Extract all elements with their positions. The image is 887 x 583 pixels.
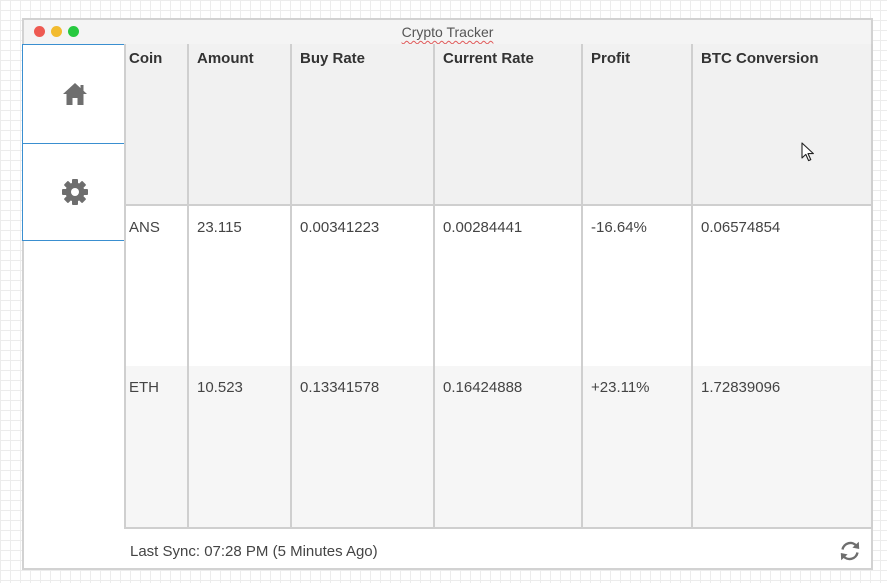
column-divider[interactable] — [433, 44, 435, 529]
mouse-pointer-icon — [801, 142, 814, 162]
minimize-window-button[interactable] — [51, 26, 62, 37]
cell-coin: ETH — [129, 379, 159, 396]
maximize-window-button[interactable] — [68, 26, 79, 37]
column-divider[interactable] — [691, 44, 693, 529]
column-header-amount[interactable]: Amount — [197, 50, 254, 67]
cell-amount: 23.115 — [197, 219, 242, 236]
column-header-buy-rate[interactable]: Buy Rate — [300, 50, 366, 67]
column-header-profit[interactable]: Profit — [591, 50, 631, 67]
table-header-row: Coin Amount Buy Rate Current Rate Profit… — [124, 44, 873, 206]
cell-amount: 10.523 — [197, 379, 243, 396]
close-window-button[interactable] — [34, 26, 45, 37]
column-divider — [871, 44, 873, 529]
cell-profit: +23.11% — [591, 379, 650, 396]
window-title: Crypto Tracker — [401, 24, 494, 40]
column-divider[interactable] — [290, 44, 292, 529]
sidebar-item-home[interactable] — [22, 44, 126, 143]
column-header-btc-conversion[interactable]: BTC Conversion — [701, 50, 819, 67]
cell-current-rate: 0.00284441 — [443, 219, 523, 236]
crypto-table: Coin Amount Buy Rate Current Rate Profit… — [124, 44, 873, 529]
column-divider — [124, 44, 126, 529]
cell-btc-conversion: 0.06574854 — [701, 219, 781, 236]
title-bar: Crypto Tracker — [24, 20, 871, 45]
table-row[interactable]: ETH 10.523 0.13341578 0.16424888 +23.11%… — [124, 366, 873, 529]
cell-buy-rate: 0.13341578 — [300, 379, 380, 396]
column-header-coin[interactable]: Coin — [129, 50, 163, 67]
column-divider[interactable] — [581, 44, 583, 529]
cell-profit: -16.64% — [591, 219, 647, 236]
column-header-current-rate[interactable]: Current Rate — [443, 50, 534, 67]
cell-buy-rate: 0.00341223 — [300, 219, 380, 236]
app-window: Crypto Tracker Coin A — [22, 18, 873, 570]
status-bar: Last Sync: 07:28 PM (5 Minutes Ago) — [124, 529, 873, 570]
home-icon — [62, 83, 87, 105]
gear-icon — [62, 179, 88, 205]
cell-coin: ANS — [129, 219, 160, 236]
sidebar-item-settings[interactable] — [22, 143, 128, 241]
cell-btc-conversion: 1.72839096 — [701, 379, 781, 396]
column-divider[interactable] — [187, 44, 189, 529]
refresh-icon[interactable] — [839, 540, 861, 562]
table-row[interactable]: ANS 23.115 0.00341223 0.00284441 -16.64%… — [124, 206, 873, 366]
cell-current-rate: 0.16424888 — [443, 379, 523, 396]
last-sync-text: Last Sync: 07:28 PM (5 Minutes Ago) — [130, 543, 378, 560]
